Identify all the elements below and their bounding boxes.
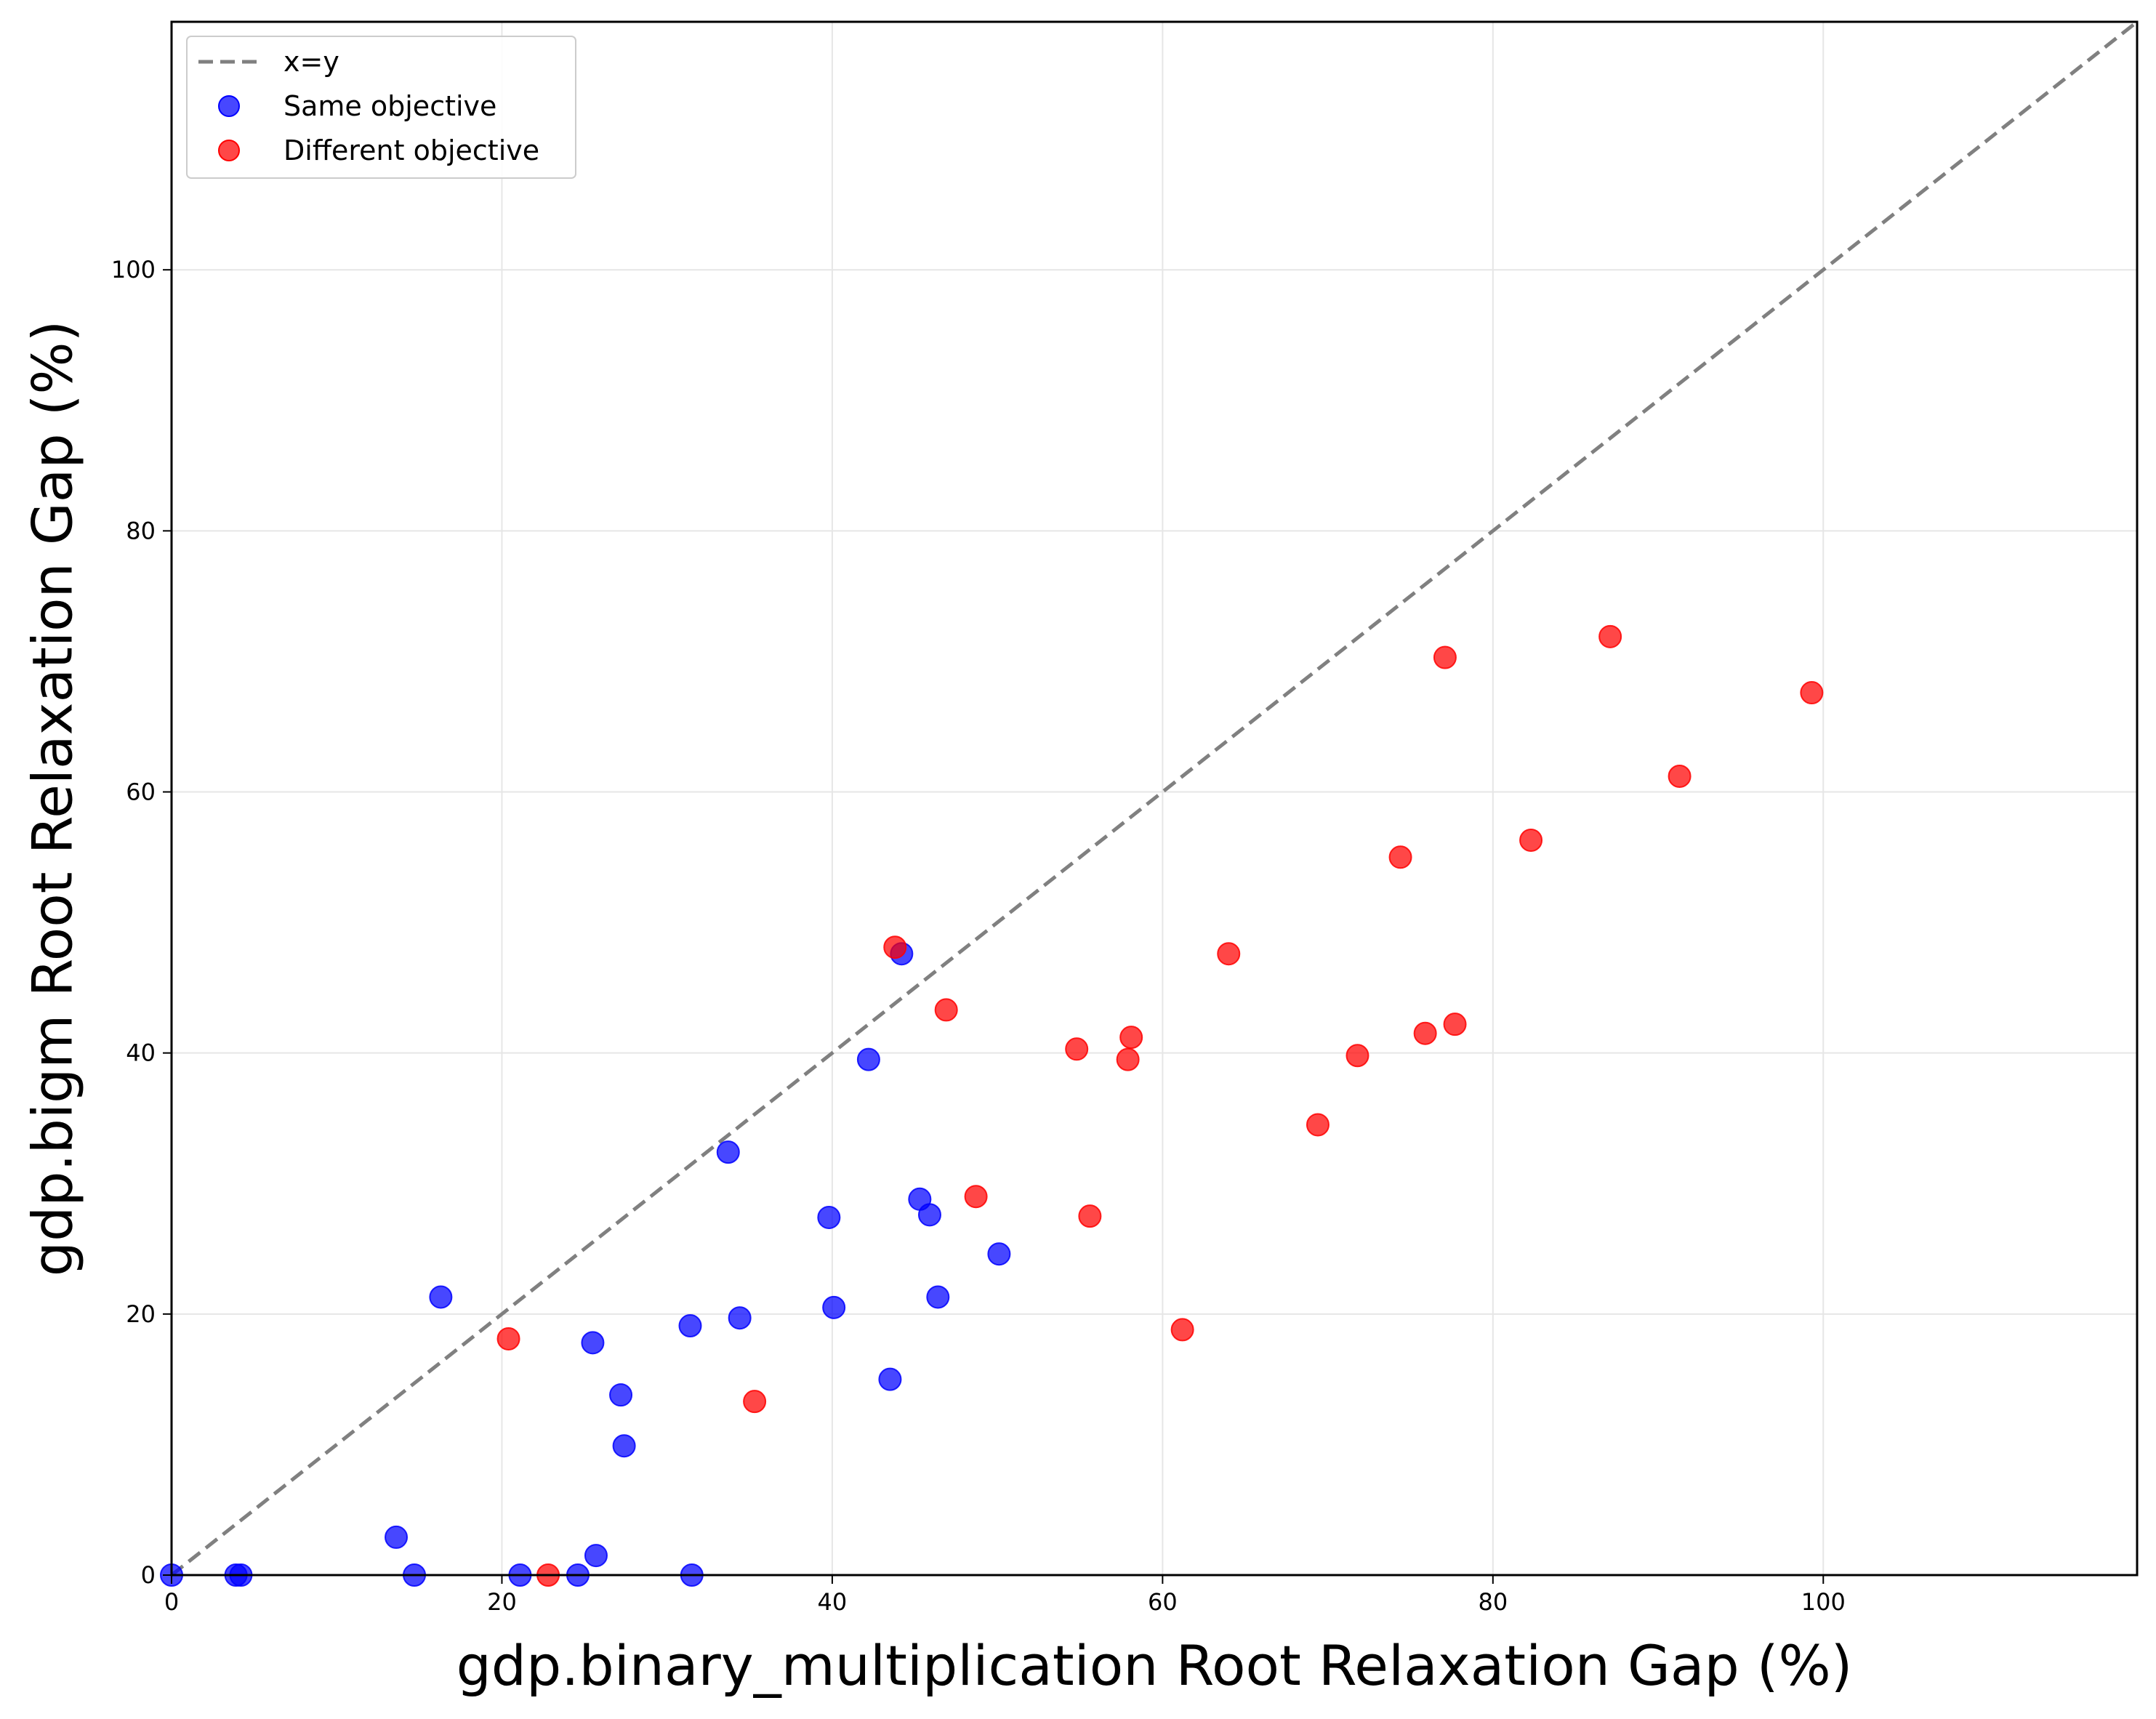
legend-label-x-equals-y: x=y (283, 46, 339, 78)
point-series-1-8 (1116, 1047, 1140, 1071)
point-series-0-22 (917, 1203, 941, 1227)
point-series-0-11 (612, 1434, 636, 1458)
x-tick-label-60: 60 (1148, 1588, 1178, 1616)
reference-line-x-equals-y (170, 20, 2139, 1577)
y-tick-label-20: 20 (126, 1300, 156, 1328)
point-series-1-19 (1598, 624, 1622, 648)
legend-label-different-objective: Different objective (283, 134, 539, 166)
x-tick-label-0: 0 (164, 1588, 179, 1616)
point-series-0-3 (385, 1525, 409, 1549)
point-series-0-18 (856, 1047, 880, 1071)
x-tick-label-80: 80 (1478, 1588, 1508, 1616)
point-series-1-18 (1519, 828, 1543, 852)
point-series-1-10 (1170, 1318, 1194, 1342)
y-tick-label-100: 100 (111, 256, 156, 283)
x-tick-label-40: 40 (818, 1588, 848, 1616)
y-tick-label-0: 0 (141, 1561, 156, 1589)
point-series-1-9 (1119, 1026, 1143, 1050)
point-series-1-17 (1443, 1013, 1467, 1036)
point-series-1-13 (1346, 1044, 1369, 1068)
point-series-1-7 (1078, 1204, 1102, 1228)
y-tick-label-60: 60 (126, 778, 156, 806)
point-series-1-4 (934, 998, 958, 1022)
point-series-0-12 (678, 1314, 702, 1338)
plot-frame (170, 20, 2139, 1577)
y-axis-label: gdp.bigm Root Relaxation Gap (%) (20, 321, 85, 1277)
x-tick-label-20: 20 (487, 1588, 517, 1616)
point-series-1-3 (883, 935, 907, 959)
point-series-0-23 (926, 1285, 950, 1309)
legend: x=y Same objective Different objective (186, 36, 576, 179)
legend-swatch-same-objective (218, 95, 240, 117)
point-series-1-5 (964, 1185, 988, 1209)
point-series-0-8 (581, 1331, 605, 1355)
point-series-1-14 (1388, 845, 1412, 869)
y-tick-label-80: 80 (126, 517, 156, 544)
point-series-0-5 (429, 1285, 453, 1309)
legend-box (186, 36, 576, 179)
point-series-0-19 (878, 1367, 902, 1391)
x-axis-label: gdp.binary_multiplication Root Relaxatio… (456, 1633, 1853, 1698)
point-series-0-24 (987, 1242, 1011, 1266)
point-series-1-15 (1413, 1021, 1437, 1045)
point-series-1-12 (1306, 1113, 1330, 1137)
point-series-1-11 (1217, 942, 1241, 966)
legend-swatch-different-objective (218, 140, 240, 161)
point-series-1-20 (1668, 764, 1692, 788)
point-series-1-2 (743, 1390, 767, 1414)
axis-ticks: 0 20 40 60 80 100 0 20 40 60 80 100 (111, 256, 1846, 1616)
data-points (160, 624, 1824, 1587)
x-tick-label-100: 100 (1801, 1588, 1846, 1616)
point-series-0-14 (716, 1140, 740, 1164)
point-series-0-10 (609, 1383, 633, 1407)
legend-label-same-objective: Same objective (283, 90, 496, 122)
y-tick-label-40: 40 (126, 1039, 156, 1067)
point-series-1-16 (1433, 645, 1457, 669)
point-series-1-6 (1065, 1037, 1089, 1061)
point-series-0-15 (728, 1306, 752, 1330)
point-series-0-17 (822, 1295, 846, 1319)
point-series-0-16 (817, 1205, 841, 1229)
point-series-1-0 (496, 1327, 520, 1350)
point-series-1-21 (1800, 681, 1824, 705)
point-series-0-9 (584, 1544, 608, 1568)
